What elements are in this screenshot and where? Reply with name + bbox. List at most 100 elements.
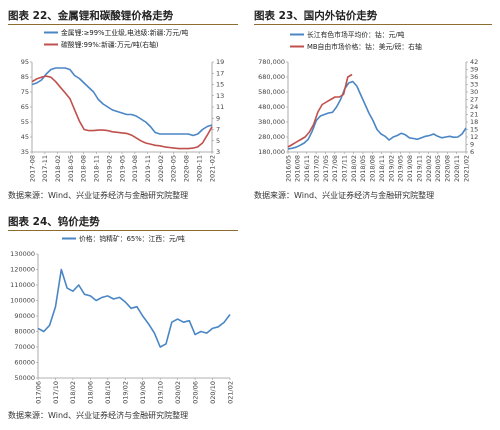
x-tick-label: 2019/02 (387, 155, 395, 182)
legend-label-0: 金属锂:≥99%工业级,电池级:新疆:万元/吨 (61, 28, 188, 37)
x-tick-label: 2019-11 (144, 155, 152, 182)
y-left-tick-label: 50000 (14, 374, 35, 382)
x-tick-label: 2017-08 (28, 155, 36, 182)
x-tick-label: 2019/11 (415, 155, 423, 182)
y-left-tick-label: 780,000 (258, 58, 285, 66)
y-left-tick-label: 95 (21, 58, 29, 66)
x-tick-label: 2020/10 (209, 381, 217, 404)
legend-label-1: MB自由市场价格：钴：美元/磅：右轴 (307, 42, 422, 51)
figure-24-source: 数据来源：Wind、兴业证券经济与金融研究院整理 (8, 411, 189, 420)
x-tick-label: 2017-11 (41, 155, 49, 182)
y-left-tick-label: 380,000 (258, 118, 285, 126)
figure-24-title: 图表 24、钨价走势 (8, 216, 100, 228)
x-tick-label: 2019-08 (131, 155, 139, 182)
x-tick-label: 2020/05 (434, 155, 442, 182)
y-left-tick-label: 85 (21, 73, 29, 81)
y-right-tick-label: 19 (216, 58, 224, 66)
y-left-tick-label: 120000 (10, 266, 35, 274)
x-tick-label: 2018/11 (378, 155, 386, 182)
x-tick-label: 2019/06 (139, 381, 147, 404)
y-right-tick-label: 3 (216, 148, 220, 156)
figure-23-source: 数据来源：Wind、兴业证券经济与金融研究院整理 (254, 191, 435, 200)
x-tick-label: 2017/05 (322, 155, 330, 182)
tungsten-price-chart: 50000 60000 70000 80000 90000 100000 110000 120… (10, 234, 234, 404)
y-right-tick-label: 24 (470, 103, 478, 111)
x-tick-label: 2018/02 (69, 381, 77, 404)
y-right-tick-label: 36 (470, 73, 478, 81)
y-right-tick-label: 42 (470, 58, 478, 66)
y-right-tick-label: 30 (470, 88, 478, 96)
y-left-tick-label: 130000 (10, 250, 35, 258)
y-right-tick-label: 5 (216, 137, 220, 145)
x-tick-label: 2019/02 (122, 381, 130, 404)
x-tick-label: 2020/08 (444, 155, 452, 182)
y-left-tick-label: 280,000 (258, 133, 285, 141)
y-left-tick-label: 80000 (14, 328, 35, 336)
y-right-tick-label: 17 (216, 69, 224, 77)
x-tick-label: 2019-05 (118, 155, 126, 182)
x-tick-label: 2021/02 (462, 155, 470, 182)
y-right-tick-label: 15 (216, 81, 224, 89)
x-tick-label: 2018/08 (369, 155, 377, 182)
x-tick-label: 2017/11 (341, 155, 349, 182)
y-left-tick-label: 60000 (14, 359, 35, 367)
x-tick-label: 2020-05 (170, 155, 178, 182)
figure-22-title: 图表 22、金属锂和碳酸锂价格走势 (8, 10, 174, 22)
x-tick-label: 2018/06 (87, 381, 95, 404)
x-tick-label: 2021-02 (208, 155, 216, 182)
y-right-tick-label: 33 (470, 81, 478, 89)
y-right-tick-label: 15 (470, 126, 478, 134)
figure-23-title: 图表 23、国内外钴价走势 (254, 10, 378, 22)
y-right-tick-label: 12 (470, 133, 478, 141)
x-tick-label: 2016/11 (303, 155, 311, 182)
x-tick-label: 2018/05 (359, 155, 367, 182)
series-line-1 (287, 73, 353, 148)
x-tick-label: 2020-11 (195, 155, 203, 182)
x-tick-label: 2017/08 (331, 155, 339, 182)
x-tick-label: 2020/11 (453, 155, 461, 182)
y-right-tick-label: 21 (470, 111, 478, 119)
y-left-tick-label: 90000 (14, 312, 35, 320)
y-right-tick-label: 13 (216, 92, 224, 100)
x-tick-label: 2019/10 (156, 381, 164, 404)
y-left-tick-label: 65 (21, 103, 29, 111)
y-right-tick-label: 18 (470, 118, 478, 126)
series-line-1 (31, 75, 213, 150)
x-tick-label: 2018-05 (67, 155, 75, 182)
x-tick-label: 2020/02 (425, 155, 433, 182)
y-left-tick-label: 180,000 (258, 148, 285, 156)
legend-label-0: 长江有色市场平均价：钴：元/吨 (307, 30, 405, 39)
y-left-tick-label: 55 (21, 118, 29, 126)
figure-23-title-rule (254, 24, 492, 25)
x-tick-label: 2021/02 (226, 381, 234, 404)
x-tick-label: 2018-11 (93, 155, 101, 182)
y-right-tick-label: 9 (216, 114, 220, 122)
legend-label-0: 价格：钨精矿：65%：江西：元/吨 (79, 234, 185, 243)
y-right-tick-label: 6 (470, 148, 474, 156)
y-left-tick-label: 480,000 (258, 103, 285, 111)
y-right-tick-label: 9 (470, 141, 474, 149)
y-left-tick-label: 70000 (14, 343, 35, 351)
y-right-tick-label: 7 (216, 126, 220, 134)
series-line-0 (37, 268, 231, 348)
y-right-tick-label: 39 (470, 66, 478, 74)
x-tick-label: 2020-02 (157, 155, 165, 182)
x-tick-label: 2020/02 (174, 381, 182, 404)
y-left-tick-label: 580,000 (258, 88, 285, 96)
x-tick-label: 2020-08 (183, 155, 191, 182)
y-left-tick-label: 680,000 (258, 73, 285, 81)
cobalt-price-chart: 180,000 280,000 380,000 480,000 580,000 680,0… (258, 30, 478, 182)
x-tick-label: 2017/02 (312, 155, 320, 182)
y-right-tick-label: 27 (470, 96, 478, 104)
series-line-0 (287, 80, 467, 150)
x-tick-label: 2016/08 (294, 155, 302, 182)
figure-24-title-rule (8, 230, 238, 231)
y-left-tick-label: 100000 (10, 297, 35, 305)
x-tick-label: 2016/05 (284, 155, 292, 182)
x-tick-label: 2017/10 (52, 381, 60, 404)
y-left-tick-label: 110000 (10, 281, 35, 289)
x-tick-label: 2018/02 (350, 155, 358, 182)
figure-22-source: 数据来源：Wind、兴业证券经济与金融研究院整理 (8, 191, 189, 200)
y-left-tick-label: 75 (21, 88, 29, 96)
